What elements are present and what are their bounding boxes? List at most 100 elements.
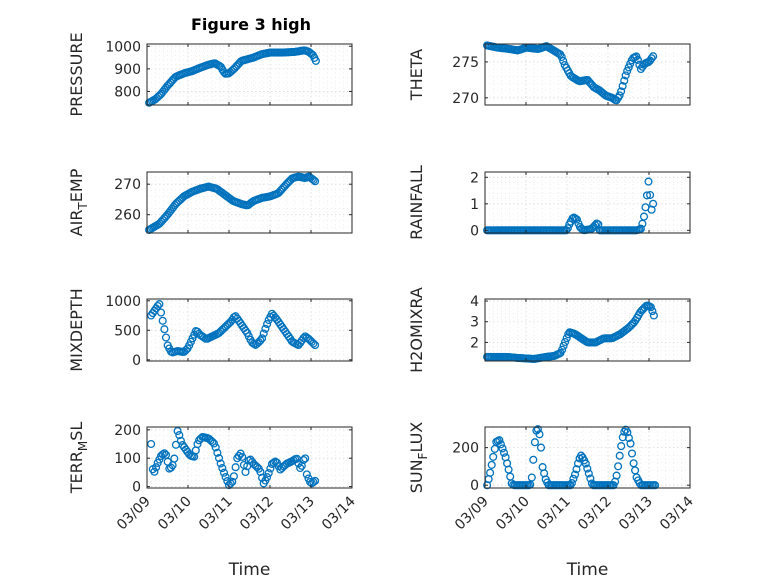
data-point: [311, 177, 320, 186]
data-point: [591, 221, 600, 230]
data-point: [624, 63, 633, 72]
data-point: [487, 460, 496, 469]
data-point: [221, 472, 230, 482]
y-tick-label: 1000: [105, 294, 141, 310]
data-point: [160, 325, 169, 334]
data-point: [621, 71, 630, 80]
data-point: [161, 333, 171, 342]
data-point: [561, 337, 570, 347]
data-point: [309, 175, 318, 185]
data-point: [170, 454, 179, 463]
x-tick-label: 03/11: [196, 494, 236, 534]
data-point: [617, 87, 626, 96]
y-tick-label: 500: [114, 323, 141, 339]
data-point: [216, 459, 225, 468]
y-axis-label: RAINFALL: [407, 165, 426, 240]
panel-terr_msl: 03/09 03/10 03/11 03/12 03/13 03/14 0 100 200 TER…: [67, 422, 359, 580]
data-point: [639, 212, 649, 221]
data-point: [309, 478, 318, 487]
data-point: [581, 459, 590, 468]
data-point: [238, 452, 247, 461]
data-point: [256, 336, 265, 345]
y-axis-label: SUNFLUX: [407, 422, 430, 494]
data-point: [147, 439, 156, 449]
data-point: [614, 462, 623, 471]
data-point: [624, 433, 633, 443]
y-tick-label: 2: [470, 335, 479, 351]
data-point: [649, 311, 658, 320]
data-point: [572, 215, 581, 224]
data-point: [536, 443, 546, 452]
data-point: [570, 470, 580, 479]
data-point: [527, 473, 536, 482]
data-point: [620, 427, 629, 436]
data-point: [533, 425, 542, 434]
data-point: [647, 54, 656, 63]
y-tick-label: 0: [470, 223, 479, 239]
data-point: [496, 440, 505, 449]
axes-box: [146, 43, 353, 106]
data-point: [648, 307, 657, 316]
axes-box: [484, 43, 691, 106]
data-point: [486, 468, 495, 477]
data-point: [264, 469, 273, 478]
data-point: [646, 190, 655, 200]
data-point: [626, 439, 635, 448]
y-axis-label: H2OMIXRA: [407, 287, 426, 373]
data-point: [649, 199, 658, 208]
x-tick-label: 03/09: [114, 494, 154, 534]
data-point: [563, 224, 572, 233]
data-point: [234, 451, 243, 460]
data-point: [558, 345, 567, 354]
x-tick-label: 03/11: [534, 494, 574, 534]
data-point: [569, 474, 578, 483]
data-point: [623, 428, 632, 437]
y-tick-label: 275: [452, 55, 479, 71]
y-axis-label: TERRMSL: [67, 422, 90, 495]
y-tick-label: 200: [452, 441, 479, 457]
data-point: [209, 439, 219, 448]
data-point: [530, 438, 539, 447]
data-point: [567, 479, 576, 488]
data-point: [559, 56, 568, 66]
y-tick-label: 1000: [105, 39, 141, 55]
data-point: [636, 224, 645, 233]
y-axis-label: AIRTEMP: [67, 168, 90, 236]
y-tick-label: 0: [132, 480, 141, 496]
data-point: [218, 464, 227, 473]
data-point: [175, 431, 184, 440]
data-point: [229, 472, 238, 481]
x-tick-label: 03/12: [575, 494, 615, 534]
data-point: [214, 454, 224, 463]
x-tick-label: 03/09: [452, 494, 492, 534]
y-tick-label: 2: [470, 170, 479, 186]
y-tick-label: 0: [132, 353, 141, 369]
y-tick-label: 260: [114, 208, 141, 224]
panel-air_temp: 260 270 AIRTEMP: [67, 168, 353, 236]
panel-sun_flux: 03/09 03/10 03/11 03/12 03/13 03/14 0 200 SUNFLU…: [407, 422, 697, 580]
panel-rainfall: 0 1 2 RAINFALL: [407, 165, 691, 240]
panel-theta: 270 275 THETA: [407, 41, 691, 107]
y-tick-label: 270: [452, 91, 479, 107]
data-point: [559, 341, 568, 350]
data-point: [586, 474, 595, 483]
data-point: [228, 477, 237, 486]
data-point: [302, 470, 311, 479]
data-point: [573, 459, 583, 468]
axes-box: [484, 171, 691, 234]
data-point: [311, 56, 320, 65]
y-tick-label: 3: [470, 315, 479, 331]
y-axis-label: MIXDEPTH: [67, 288, 86, 371]
plot-area: [485, 299, 690, 361]
data-point: [311, 341, 320, 350]
y-tick-label: 200: [114, 423, 141, 439]
y-tick-label: 4: [470, 294, 479, 310]
data-point: [651, 481, 660, 490]
plot-area: [485, 172, 690, 233]
data-point: [584, 469, 593, 478]
data-point: [618, 82, 627, 91]
data-point: [627, 449, 637, 458]
data-point: [309, 339, 318, 348]
data-point: [150, 467, 159, 476]
